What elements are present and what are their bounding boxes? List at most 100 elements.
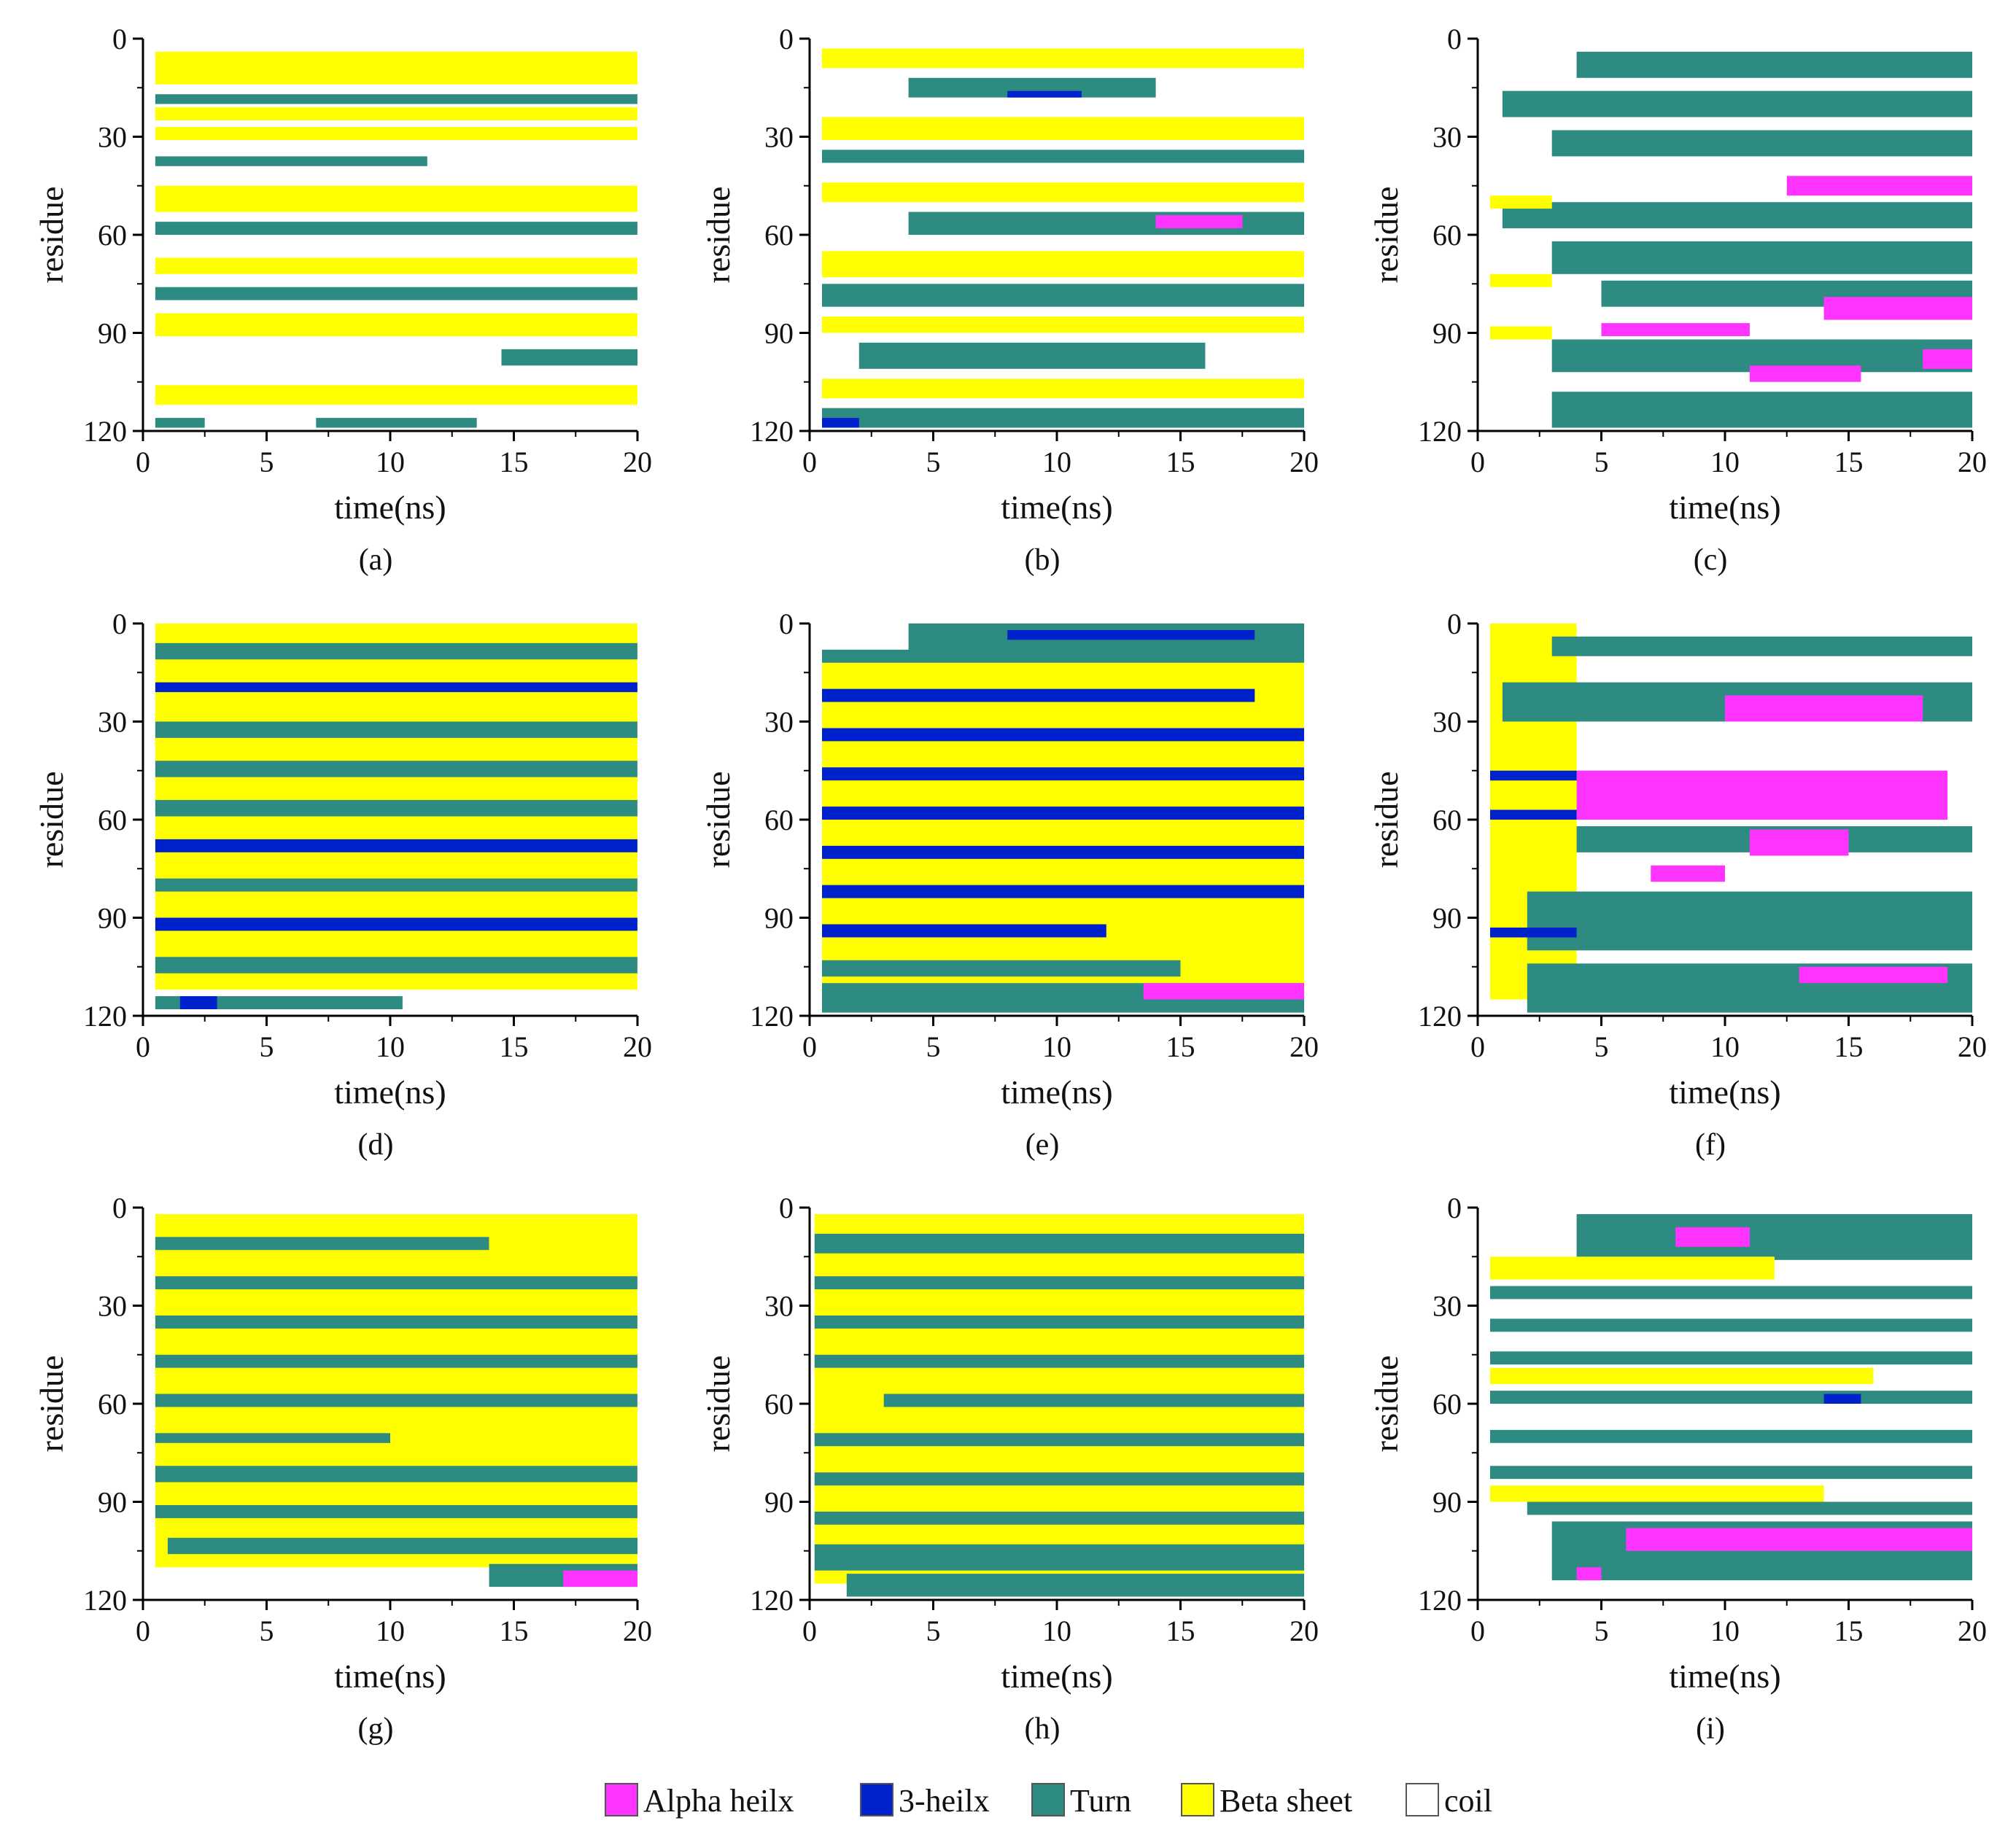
ss-segment-turn xyxy=(316,418,477,428)
ss-segment-turn xyxy=(167,1537,637,1555)
x-tick-label: 5 xyxy=(260,446,274,478)
x-tick-label: 0 xyxy=(802,1614,817,1647)
legend-swatch-helix3 xyxy=(860,1783,893,1816)
y-tick-label: 30 xyxy=(764,706,794,739)
x-tick-label: 20 xyxy=(1958,1030,1987,1063)
y-tick-label: 120 xyxy=(1418,415,1462,448)
y-tick-label: 0 xyxy=(779,1192,794,1224)
y-tick-label: 90 xyxy=(1432,317,1462,350)
y-tick-label: 120 xyxy=(1418,1000,1462,1033)
ss-segment-alpha xyxy=(1725,695,1923,722)
x-tick-label: 0 xyxy=(1470,1030,1485,1063)
ss-segment-turn xyxy=(155,1316,637,1329)
ss-segment-beta xyxy=(822,117,1304,140)
y-tick-label: 30 xyxy=(1432,1290,1462,1323)
ss-segment-helix3 xyxy=(155,682,637,693)
legend-swatch-beta xyxy=(1181,1783,1214,1816)
ss-segment-helix3 xyxy=(822,885,1304,898)
panel-grid: 0 5 10 15 20 0 30 60 90 120 time(ns) residue (a) 0 5 10… xyxy=(33,23,1987,1746)
x-tick-label: 0 xyxy=(136,1614,150,1647)
ss-segment-alpha xyxy=(563,1570,637,1588)
x-tick-label: 5 xyxy=(926,1614,941,1647)
ss-segment-beta xyxy=(1490,1485,1824,1502)
legend-label: Beta sheet xyxy=(1220,1783,1352,1819)
y-tick-label: 60 xyxy=(98,1388,127,1421)
ss-segment-beta xyxy=(1490,195,1552,209)
x-tick-label: 0 xyxy=(802,446,817,478)
ss-segment-beta xyxy=(155,385,637,405)
ss-segments xyxy=(1490,51,1972,428)
y-tick-label: 90 xyxy=(1432,1486,1462,1519)
ss-segment-turn xyxy=(814,1354,1304,1368)
x-tick-label: 15 xyxy=(1166,446,1195,478)
ss-segment-helix3 xyxy=(155,839,637,852)
legend-label: 3-heilx xyxy=(899,1783,990,1819)
ss-segment-turn xyxy=(155,94,637,104)
y-tick-label: 0 xyxy=(1447,1192,1462,1224)
ss-segment-beta xyxy=(155,313,637,336)
y-tick-label: 60 xyxy=(98,804,127,836)
ss-segment-turn xyxy=(155,957,637,974)
y-tick-label: 90 xyxy=(764,317,794,350)
x-tick-label: 10 xyxy=(376,1030,405,1063)
x-tick-label: 10 xyxy=(1710,1030,1740,1063)
ss-segment-turn xyxy=(814,1316,1304,1329)
x-tick-label: 15 xyxy=(500,1614,529,1647)
x-axis-title: time(ns) xyxy=(334,1658,446,1695)
ss-segment-helix3 xyxy=(822,688,1255,702)
ss-segment-turn xyxy=(883,1394,1304,1407)
x-tick-label: 0 xyxy=(136,446,150,478)
y-tick-label: 120 xyxy=(750,1584,794,1617)
y-tick-label: 0 xyxy=(1447,607,1462,640)
ss-segment-turn xyxy=(822,408,1304,428)
ss-segment-beta xyxy=(822,316,1304,333)
ss-segment-beta xyxy=(1490,273,1552,287)
y-axis-title: residue xyxy=(1368,1356,1405,1453)
ss-segment-turn xyxy=(155,287,637,300)
x-tick-label: 10 xyxy=(1042,1614,1071,1647)
y-tick-label: 90 xyxy=(98,1486,127,1519)
ss-segment-turn xyxy=(1490,1391,1972,1404)
ss-segment-alpha xyxy=(1601,323,1750,336)
ss-segment-turn xyxy=(155,800,637,817)
x-axis-title: time(ns) xyxy=(334,1073,446,1111)
ss-segment-turn xyxy=(814,1276,1304,1290)
ss-segment-turn xyxy=(1502,90,1972,117)
y-tick-label: 60 xyxy=(98,219,127,252)
ss-segment-turn xyxy=(1551,130,1972,157)
panel-i: 0 5 10 15 20 0 30 60 90 120 time(ns) residue (i) xyxy=(1368,1192,1987,1746)
y-tick-label: 30 xyxy=(1432,706,1462,739)
ss-segment-turn xyxy=(155,761,637,777)
ss-segment-turn xyxy=(1576,51,1972,78)
ss-segment-turn xyxy=(155,1466,637,1482)
legend-label: coil xyxy=(1444,1783,1492,1819)
x-tick-label: 5 xyxy=(260,1030,274,1063)
x-tick-label: 5 xyxy=(1594,1614,1609,1647)
y-tick-label: 0 xyxy=(112,607,127,640)
panel-h: 0 5 10 15 20 0 30 60 90 120 time(ns) residue (h) xyxy=(699,1192,1319,1746)
panel-e: 0 5 10 15 20 0 30 60 90 120 time(ns) residue (e) xyxy=(699,607,1319,1162)
ss-segment-helix3 xyxy=(1007,90,1082,98)
ss-segments xyxy=(1490,623,1972,1013)
ss-segment-turn xyxy=(155,1394,637,1407)
panel-label: (b) xyxy=(1025,543,1061,577)
ss-segment-turn xyxy=(814,1472,1304,1486)
ss-segment-turn xyxy=(814,1544,1304,1571)
ss-segment-turn xyxy=(501,349,637,366)
panel-label: (i) xyxy=(1696,1712,1725,1746)
panel-label: (d) xyxy=(358,1128,394,1162)
x-tick-label: 10 xyxy=(1710,1614,1740,1647)
panel-label: (a) xyxy=(359,543,393,577)
legend-label: Alpha heilx xyxy=(643,1783,794,1819)
x-tick-label: 10 xyxy=(1042,1030,1071,1063)
ss-segment-alpha xyxy=(1143,983,1304,1000)
x-tick-label: 5 xyxy=(926,446,941,478)
panel-label: (h) xyxy=(1025,1712,1061,1746)
ss-segment-alpha xyxy=(1675,1227,1750,1247)
ss-segment-beta xyxy=(822,251,1304,278)
x-axis-title: time(ns) xyxy=(1001,489,1112,526)
ss-segment-turn xyxy=(1490,1286,1972,1299)
ss-segment-beta xyxy=(822,48,1304,69)
x-tick-label: 20 xyxy=(623,1614,652,1647)
y-tick-label: 120 xyxy=(1418,1584,1462,1617)
